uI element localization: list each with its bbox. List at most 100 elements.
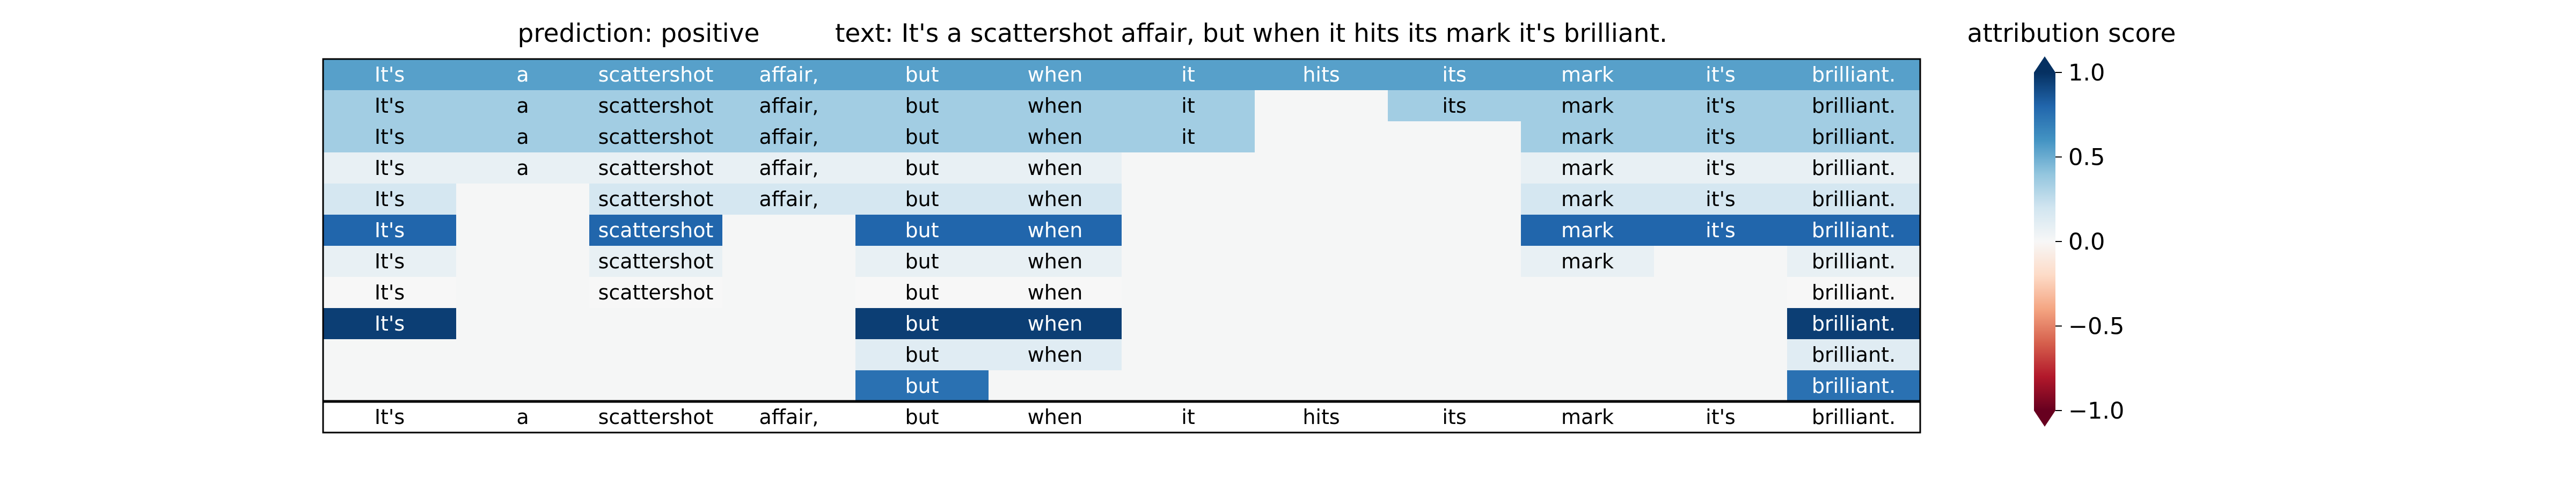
heatmap-cell-token: It's xyxy=(375,218,405,242)
heatmap-cell-token: when xyxy=(1028,343,1083,367)
heatmap-cell xyxy=(855,246,989,277)
heatmap-cell xyxy=(989,277,1122,308)
heatmap-cell xyxy=(1787,184,1920,215)
heatmap-cell xyxy=(1122,59,1255,90)
heatmap-cell-token: brilliant. xyxy=(1812,63,1896,86)
heatmap-cell xyxy=(589,215,722,246)
heatmap-cell xyxy=(1521,59,1654,90)
heatmap-cell xyxy=(722,152,855,184)
heatmap-cell xyxy=(1787,246,1920,277)
colorbar-tick-label: 1.0 xyxy=(2068,60,2105,86)
heatmap-cell-token: brilliant. xyxy=(1812,125,1896,149)
heatmap-cell xyxy=(589,90,722,121)
heatmap-cell xyxy=(989,339,1122,370)
heatmap-cell-token: scattershot xyxy=(598,156,714,180)
heatmap-cell-token: it's xyxy=(1706,187,1736,211)
heatmap-cell-token: it xyxy=(1181,63,1195,86)
heatmap-cell-token: but xyxy=(905,63,939,86)
heatmap-cell-token: mark xyxy=(1561,187,1614,211)
heatmap-cell xyxy=(323,308,456,339)
heatmap-cell-token: a xyxy=(516,125,529,149)
reference-token: It's xyxy=(375,405,405,429)
heatmap-cell xyxy=(1787,215,1920,246)
heatmap-cell xyxy=(1787,277,1920,308)
heatmap-cell xyxy=(589,59,722,90)
heatmap-cell-token: but xyxy=(905,281,939,304)
reference-token: hits xyxy=(1302,405,1340,429)
reference-token: mark xyxy=(1561,405,1614,429)
reference-row-background xyxy=(323,401,1920,433)
heatmap-cell-token: but xyxy=(905,218,939,242)
heatmap-cell xyxy=(1521,246,1654,277)
heatmap-cell-token: brilliant. xyxy=(1812,94,1896,118)
heatmap-cell-token: It's xyxy=(375,250,405,273)
heatmap-cell-token: brilliant. xyxy=(1812,156,1896,180)
heatmap-cell xyxy=(855,308,989,339)
heatmap-cell-token: affair, xyxy=(759,125,818,149)
heatmap-cell-token: but xyxy=(905,250,939,273)
heatmap-cell-token: its xyxy=(1442,94,1466,118)
heatmap-cell-token: but xyxy=(905,312,939,335)
heatmap-cell xyxy=(589,246,722,277)
heatmap-cell-token: a xyxy=(516,63,529,86)
colorbar-label: attribution score xyxy=(1967,19,2176,48)
heatmap-cell-token: but xyxy=(905,343,939,367)
heatmap-cell-token: its xyxy=(1442,63,1466,86)
heatmap-cell xyxy=(589,121,722,152)
heatmap-cell xyxy=(1787,370,1920,401)
heatmap-cell xyxy=(855,339,989,370)
heatmap-cell xyxy=(1654,90,1787,121)
colorbar: 1.0 0.5 0.0 −0.5 −1.0 xyxy=(2034,56,2124,427)
heatmap-cell xyxy=(323,215,456,246)
heatmap-cell-token: scattershot xyxy=(598,218,714,242)
heatmap-cell xyxy=(1521,215,1654,246)
heatmap-cell-token: when xyxy=(1028,125,1083,149)
heatmap-cell-token: brilliant. xyxy=(1812,218,1896,242)
heatmap-cell-token: mark xyxy=(1561,250,1614,273)
heatmap-cell xyxy=(989,90,1122,121)
heatmap-cell-token: but xyxy=(905,94,939,118)
heatmap-cell xyxy=(1122,121,1255,152)
heatmap-cell xyxy=(323,121,456,152)
heatmap-cell-token: but xyxy=(905,125,939,149)
heatmap-cell xyxy=(855,59,989,90)
heatmap-cell-token: hits xyxy=(1302,63,1340,86)
heatmap-cell xyxy=(1388,59,1521,90)
prediction-title: prediction: positive xyxy=(518,19,760,48)
heatmap-cell xyxy=(1521,184,1654,215)
heatmap-cell-token: a xyxy=(516,94,529,118)
reference-token: scattershot xyxy=(598,405,714,429)
heatmap-cell xyxy=(1787,121,1920,152)
heatmap-cell-token: brilliant. xyxy=(1812,312,1896,335)
heatmap-cell-token: scattershot xyxy=(598,250,714,273)
heatmap-cell xyxy=(989,184,1122,215)
heatmap-cell xyxy=(989,215,1122,246)
heatmap-cell-token: it's xyxy=(1706,218,1736,242)
heatmap-cell xyxy=(1787,339,1920,370)
heatmap-cell xyxy=(1521,152,1654,184)
heatmap-cell-token: scattershot xyxy=(598,63,714,86)
heatmap-cell-token: affair, xyxy=(759,63,818,86)
heatmap-cell-token: It's xyxy=(375,156,405,180)
heatmap-cell xyxy=(855,215,989,246)
heatmap-cell xyxy=(855,184,989,215)
heatmap-cell xyxy=(323,152,456,184)
heatmap-cell-token: it xyxy=(1181,94,1195,118)
heatmap-cell-token: brilliant. xyxy=(1812,250,1896,273)
reference-token: affair, xyxy=(759,405,818,429)
heatmap-cell xyxy=(722,90,855,121)
heatmap-cell-token: when xyxy=(1028,250,1083,273)
colorbar-tick-label: −0.5 xyxy=(2068,313,2124,340)
colorbar-extend-top xyxy=(2034,56,2055,72)
reference-token: its xyxy=(1442,405,1466,429)
heatmap-cell xyxy=(1255,59,1388,90)
colorbar-tick-label: 0.5 xyxy=(2068,144,2105,171)
heatmap-cell-token: scattershot xyxy=(598,187,714,211)
heatmap-cell-token: but xyxy=(905,374,939,398)
heatmap-cell xyxy=(1787,90,1920,121)
heatmap-cell-token: mark xyxy=(1561,125,1614,149)
heatmap-cell-token: it's xyxy=(1706,125,1736,149)
heatmap-cell-token: when xyxy=(1028,312,1083,335)
heatmap-cell-token: brilliant. xyxy=(1812,374,1896,398)
heatmap-cell-token: when xyxy=(1028,281,1083,304)
